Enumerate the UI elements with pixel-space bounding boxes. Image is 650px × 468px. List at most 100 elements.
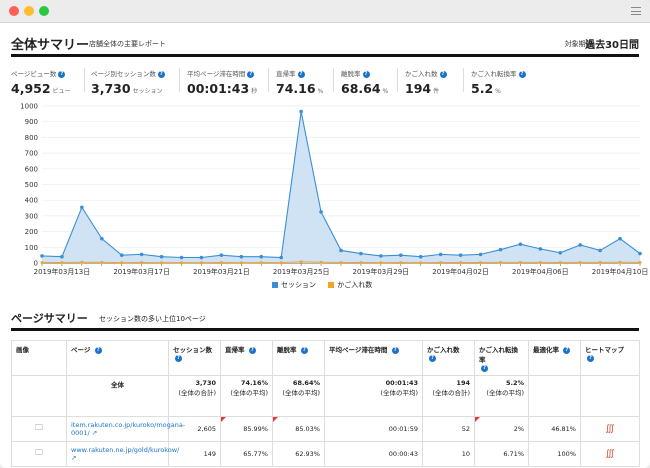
legend-item-cart[interactable]: かご入れ数 [328,281,372,289]
close-window-button[interactable] [9,6,19,16]
question-circle-icon[interactable]: ? [563,346,571,354]
cell-cart-rate: 6.71% [474,441,529,467]
question-circle-icon[interactable]: ? [391,346,399,354]
question-circle-icon[interactable]: ? [175,354,182,362]
legend-label: セッション [281,281,316,289]
cell-cart: 52 [422,416,475,442]
external-link-icon[interactable]: ↗ [91,429,98,437]
cart-point [558,261,562,264]
page-link[interactable]: www.rakuten.ne.jp/gold/kurokow/ [71,446,180,454]
question-circle-icon[interactable]: ? [157,70,165,78]
metric-unit: 件 [433,88,440,95]
sessions-point [638,251,642,256]
period-value[interactable]: 過去30日間 [585,40,639,51]
y-tick-label: 1000 [20,103,38,111]
sessions-point [100,236,104,241]
y-tick-label: 100 [25,244,38,252]
col-header: かご入れ転換率? [474,340,529,376]
question-circle-icon[interactable]: ? [247,70,255,78]
col-header: 離脱率 ? [272,340,325,376]
cart-point [638,261,642,264]
question-circle-icon[interactable]: ? [518,70,526,78]
sessions-chart[interactable]: 0 100 200 300 400 500 600 700 800 900 1000 2019年03月… [0,98,650,277]
cart-point [539,261,542,264]
question-circle-icon[interactable]: ? [94,346,102,354]
x-tick-label: 2019年03月21日 [193,267,250,276]
question-circle-icon[interactable]: ? [300,346,308,354]
minimize-window-button[interactable] [24,6,34,16]
cart-point [499,261,502,264]
question-circle-icon[interactable]: ? [429,354,436,362]
question-circle-icon[interactable]: ? [587,354,594,362]
sessions-point [498,247,503,252]
table-total-row: 全体 3,730 (全体の合計) 74.16% (全体の平均) 68.64% (全体の… [11,375,640,417]
col-header: セッション数? [168,340,221,376]
total-sessions: 3,730 [195,379,216,387]
sessions-point [558,250,563,255]
metric-cart-rate: かご入れ転換率? 5.2% [471,68,526,96]
table-header-row: 画像 ページ ? セッション数? 直帰率 ? 離脱率 ? 平均ページ滞在時間 ?… [11,340,640,376]
metric-unit: セッション [132,88,163,95]
question-circle-icon[interactable]: ? [362,70,370,78]
question-circle-icon[interactable]: ? [58,70,66,78]
legend-item-sessions[interactable]: セッション [272,281,316,289]
sessions-point [379,254,383,258]
cart-point [160,261,163,264]
menu-icon[interactable] [631,7,641,15]
metric-avg-time: 平均ページ滞在時間? 00:01:43 秒 [187,68,257,96]
question-circle-icon[interactable]: ? [248,346,256,354]
cart-point [419,261,423,264]
heatmap-icon[interactable]: ∭ [605,424,615,434]
question-circle-icon[interactable]: ? [297,70,305,78]
sessions-point [40,254,44,258]
total-cart: 194 [456,379,470,387]
sessions-point [339,248,343,253]
col-header: ヒートマップ? [580,340,640,376]
cart-point [578,261,582,264]
period-label: 対象期間: [564,40,595,48]
cart-point [220,261,223,264]
sessions-point [458,253,463,257]
question-circle-icon[interactable]: ? [439,70,447,78]
cart-point [618,260,622,264]
page-link[interactable]: item.rakuten.co.jp/kuroko/mogana-0001/ [71,421,186,437]
y-tick-label: 200 [25,228,38,236]
sessions-point [478,252,483,257]
metric-label: 離脱率 [341,70,361,78]
total-note: (全体の平均) [230,389,268,397]
cart-point [299,260,303,264]
metric-bounce-rate: 直帰率? 74.16% [276,68,323,96]
y-tick-label: 600 [25,165,38,173]
divider [463,68,464,92]
y-tick-label: 900 [25,118,38,126]
external-link-icon[interactable]: ↗ [71,454,77,462]
sessions-point [538,247,543,251]
cell-avg-time: 00:01:59 [324,416,423,442]
sessions-point [119,253,124,257]
col-header: 平均ページ滞在時間 ? [324,340,423,376]
chart-legend: セッション かご入れ数 [272,280,382,290]
metric-sessions: ページ別セッション数? 3,730 セッション [91,68,165,96]
metric-value: 3,730 [91,81,131,96]
folder-icon[interactable]: 🗀 [35,423,43,432]
heatmap-icon[interactable]: ∭ [605,449,615,459]
question-circle-icon[interactable]: ? [481,364,488,372]
folder-icon[interactable]: 🗀 [35,448,43,457]
cart-point [140,261,143,264]
cart-point [399,261,403,264]
cell-bounce: 65.77% [220,441,273,467]
y-tick-label: 800 [25,134,38,142]
metric-exit-rate: 離脱率? 68.64% [341,68,388,96]
metric-label: かご入れ転換率 [471,70,517,78]
divider [84,68,85,92]
page-summary-table: 画像 ページ ? セッション数? 直帰率 ? 離脱率 ? 平均ページ滞在時間 ?… [11,340,640,467]
cart-point [459,261,462,264]
sessions-point [139,252,144,257]
metric-value: 5.2 [471,81,494,96]
cart-point [259,261,263,264]
sessions-point [159,254,164,259]
sessions-point [418,254,423,259]
maximize-window-button[interactable] [39,6,49,16]
metric-label: かご入れ数 [405,70,438,78]
y-tick-label: 700 [25,150,38,158]
